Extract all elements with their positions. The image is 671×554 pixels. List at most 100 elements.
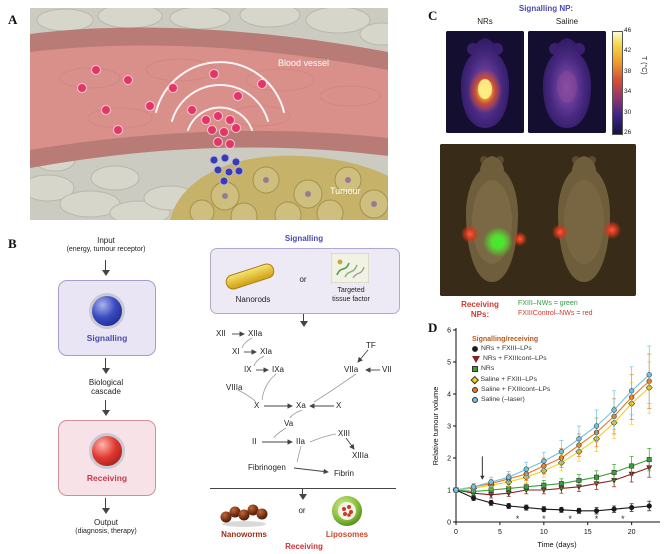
input-sublabel: (energy, tumour receptor) <box>66 246 146 253</box>
svg-text:6: 6 <box>447 327 451 334</box>
or-label-2: or <box>298 506 306 515</box>
colorbar-tick: 46 <box>624 27 632 34</box>
circle-marker-icon <box>472 346 478 352</box>
liposomes-label: Liposomes <box>325 530 369 539</box>
output-sublabel: (diagnosis, therapy) <box>75 528 137 535</box>
receiving-bracket <box>210 488 396 490</box>
legend-item: NRs + FXIIIcont–LPs <box>472 354 550 364</box>
thermal-mouse-body-saline <box>543 38 591 128</box>
circle-marker-icon <box>472 397 478 404</box>
receiving-arrow <box>298 489 307 500</box>
svg-text:*: * <box>542 514 546 524</box>
vessel-lumen <box>30 45 388 150</box>
fluoro-mouse-right <box>552 156 621 282</box>
fluoro-mouse-left <box>461 156 527 282</box>
legend-item: Saline (–laser) <box>472 395 550 405</box>
colorbar-tick: 38 <box>624 68 632 75</box>
panel-c: Signalling NP: NRs Saline <box>426 4 671 320</box>
factor-x-right: X <box>336 401 342 410</box>
diamond-marker-icon <box>470 375 479 384</box>
legend-label: NRs + FXIIIcont–LPs <box>483 355 547 363</box>
thermal-image-nrs <box>446 31 524 133</box>
fibrinogen-label: Fibrinogen <box>248 463 286 472</box>
legend-title: Signalling/receiving <box>472 336 539 343</box>
panel-a-art: Blood vessel Tumour <box>21 2 405 230</box>
liposome-icon <box>330 494 364 533</box>
chart-legend: Signalling/receiving NRs + FXIII–LPs NRs +… <box>470 336 550 405</box>
svg-text:Relative tumour volume: Relative tumour volume <box>431 387 440 466</box>
blood-vessel-label: Blood vessel <box>278 58 329 68</box>
panel-a-illustration: Blood vessel Tumour <box>21 2 405 230</box>
factor-ixa: IXa <box>272 365 285 374</box>
signalling-nanoparticles <box>77 65 267 149</box>
svg-text:Time (days): Time (days) <box>537 540 577 549</box>
flow-arrow-3 <box>101 400 110 416</box>
red-fluoro-spot <box>603 221 621 239</box>
receiving-nps-label-2: NPs: <box>470 310 490 319</box>
cascade-arrows <box>232 331 380 475</box>
nanorods-label: Nanorods <box>235 295 271 304</box>
tumour-nuclei <box>222 177 377 207</box>
temperature-colorbar <box>612 31 623 135</box>
colorbar-tick: 34 <box>624 88 632 95</box>
factor-ix: IX <box>244 365 252 374</box>
panel-label-a: A <box>8 12 18 27</box>
factor-xiiia: XIIIa <box>352 451 369 460</box>
svg-text:2: 2 <box>447 455 451 462</box>
flow-arrow-4 <box>101 498 110 514</box>
signalling-sphere-icon <box>89 293 125 329</box>
panel-b-cascade: Signalling Nanorods or Targeted tissue f… <box>196 234 412 554</box>
fluoro-legend-red: FXIIIControl–NWs = red <box>518 310 593 317</box>
factor-tf: TF <box>366 341 376 350</box>
svg-text:10: 10 <box>540 529 548 536</box>
legend-label: Saline + FXIII–LPs <box>480 375 537 383</box>
panel-label-b: B <box>8 236 17 251</box>
output-label: Output <box>93 518 118 527</box>
cascade-entry-arrow <box>299 314 308 327</box>
panel-d: 0 1 2 3 4 5 6 0 5 10 15 20 Time (days) Relative tumou… <box>426 318 671 554</box>
red-fluoro-spot <box>552 224 568 240</box>
red-fluoro-spot <box>513 232 527 246</box>
svg-text:15: 15 <box>584 529 592 536</box>
legend-item: Saline + FXIIIcont–LPs <box>472 385 550 395</box>
svg-text:20: 20 <box>628 529 636 536</box>
fluoro-legend-green: FXIII–NWs = green <box>518 300 578 307</box>
legend-item: NRs + FXIII–LPs <box>472 344 550 354</box>
thermal-mouse-body <box>461 38 509 128</box>
legend-label: NRs <box>481 365 495 373</box>
nanorod-icon <box>223 261 277 292</box>
signalling-node-label: Signalling <box>86 333 128 343</box>
svg-text:*: * <box>516 514 520 524</box>
legend-item: NRs <box>472 364 550 374</box>
thermal-image-saline <box>528 31 606 133</box>
signalling-node-box: Signalling <box>58 280 156 356</box>
legend-item: Saline + FXIII–LPs <box>470 375 550 385</box>
tissue-cells <box>21 2 405 226</box>
legend-label: NRs + FXIII–LPs <box>481 345 532 352</box>
ttf-label-2: tissue factor <box>332 296 370 303</box>
panel-b-flow: Input (energy, tumour receptor) Signalli… <box>22 236 190 554</box>
tumour-label: Tumour <box>330 186 361 196</box>
svg-text:1: 1 <box>447 487 451 494</box>
factor-x-left: X <box>254 401 260 410</box>
colorbar-tick: 30 <box>624 109 632 116</box>
factor-xii: XII <box>216 329 226 338</box>
triangle-down-marker-icon <box>472 355 480 363</box>
svg-text:*: * <box>621 514 625 524</box>
legend-label: Saline + FXIIIcont–LPs <box>481 385 551 393</box>
or-label-1: or <box>299 275 307 284</box>
fibrin-label: Fibrin <box>334 469 355 478</box>
svg-text:0: 0 <box>447 519 451 526</box>
panel-label-c: C <box>428 8 438 23</box>
receiving-node-label: Receiving <box>86 473 128 483</box>
signalling-np-header: Signalling NP: <box>518 4 574 13</box>
coagulation-cascade: XII XIIa XI XIa IX IXa TF VIIa VII VIIIa… <box>198 330 410 484</box>
factor-ii: II <box>252 437 257 446</box>
factor-xiia: XIIa <box>248 329 263 338</box>
flow-arrow-1 <box>101 260 110 276</box>
biological-cascade-label-1: Biological <box>88 378 124 387</box>
factor-viia: VIIa <box>344 365 359 374</box>
nanoworms-label: Nanoworms <box>221 530 267 539</box>
panel-label-d: D <box>428 320 438 335</box>
signal-arcs <box>155 61 285 131</box>
